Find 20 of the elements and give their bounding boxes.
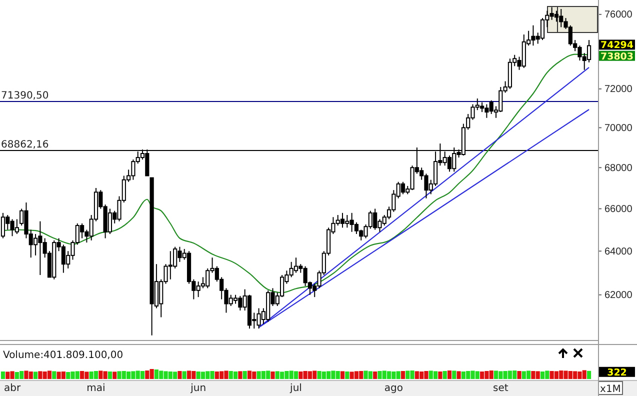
x-tick-label: abr [4, 383, 22, 394]
text: 73803 [600, 51, 634, 62]
ref-line-label: 71390,50 [1, 90, 49, 102]
text: 322 [607, 367, 627, 378]
y-tick-label: 76000 [604, 10, 633, 21]
x-tick-label: set [493, 383, 508, 394]
y-tick-label: 72000 [604, 84, 633, 96]
text: x1M [600, 384, 621, 395]
ref-line-label: 68862,16 [1, 140, 49, 150]
text: 74294 [600, 40, 634, 52]
y-tick-label: 70000 [604, 122, 633, 134]
x-tick-label: jul [289, 383, 302, 394]
y-tick-label: 68000 [604, 162, 633, 174]
y-tick-label: 64000 [604, 246, 633, 258]
x-tick-label: mai [86, 383, 106, 394]
x-tick-label: jun [190, 383, 206, 394]
y-tick-label: 62000 [604, 290, 633, 302]
chart-title: Volume:401.809.100,00 [3, 350, 124, 361]
y-tick-label: 66000 [604, 204, 633, 215]
x-tick-label: ago [384, 383, 403, 394]
